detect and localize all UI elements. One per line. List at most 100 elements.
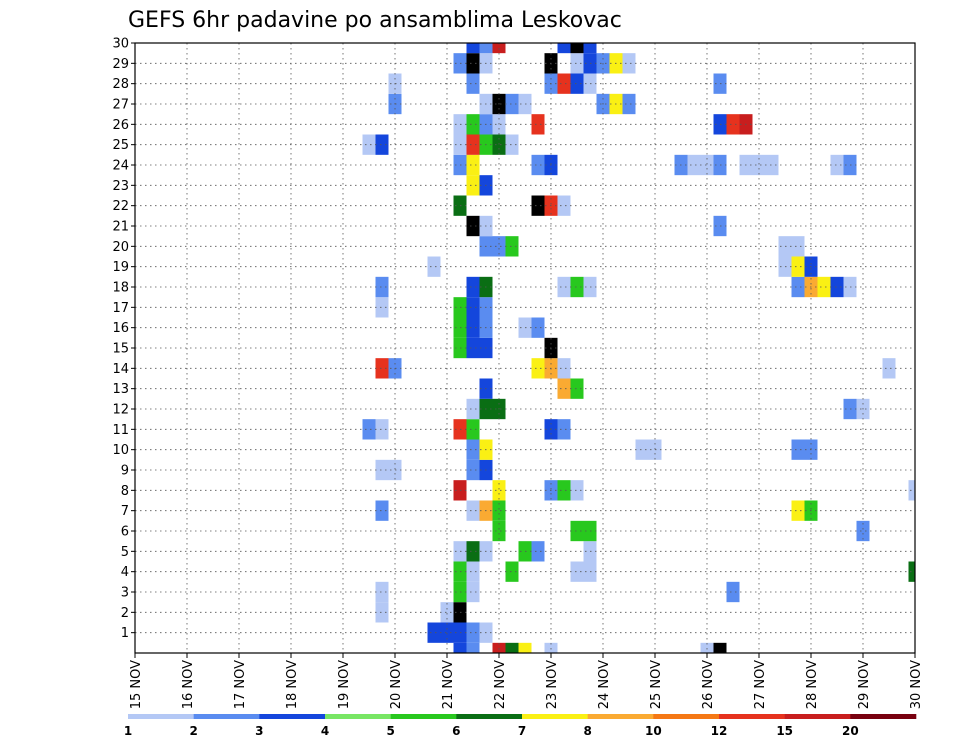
heatmap-cell [830,154,844,176]
heatmap-cell [531,154,545,176]
heatmap-cell [466,53,480,74]
heatmap-cell [622,53,636,74]
heatmap-cell [765,154,779,176]
heatmap-cell [570,276,584,298]
heatmap-cell [570,73,584,94]
y-tick-label: 7 [121,504,129,519]
y-tick-label: 14 [112,362,129,377]
colorbar-label: 12 [711,724,728,738]
x-tick-label: 29 NOV [857,660,872,709]
x-tick-label: 24 NOV [597,660,612,709]
y-tick-label: 22 [112,199,129,214]
heatmap-cell [505,93,519,115]
colorbar: 1 2 3 4 5 6 7 8 10 12 15 20 [124,714,917,738]
y-tick-label: 1 [121,626,129,641]
heatmap-cell [830,276,844,298]
heatmap-cell [791,500,805,521]
colorbar-label: 10 [645,724,662,738]
heatmap-cell [622,93,636,115]
heatmap-cell [908,480,915,501]
heatmap-cell [466,398,480,420]
heatmap-cell [466,317,480,338]
heatmap-cell [466,439,480,460]
y-tick-label: 16 [112,321,129,336]
y-tick-label: 18 [112,281,129,296]
heatmap-cell [791,236,805,257]
heatmap-cell [492,642,506,653]
heatmap-cell [466,541,480,562]
heatmap-cell [466,154,480,176]
colorbar-label: 8 [583,724,591,738]
heatmap-cell [466,134,480,155]
y-tick-label: 15 [112,342,129,357]
heatmap-cell [570,43,584,54]
heatmap-cell [375,134,389,155]
y-tick-label: 30 [112,37,129,52]
heatmap-cell [466,175,480,196]
heatmap-cell [531,114,545,135]
y-tick-label: 27 [112,98,129,113]
heatmap-cell [466,642,480,653]
colorbar-swatch [587,714,654,719]
heatmap-cell [752,154,766,176]
heatmap-cell [583,43,597,54]
heatmap-cell [492,134,506,155]
heatmap-cell [570,480,584,501]
heatmap-cell [726,581,740,603]
y-tick-label: 4 [121,565,129,580]
colorbar-swatch [390,714,457,719]
heatmap-cell [375,459,389,481]
y-tick-label: 12 [112,403,129,418]
heatmap-cell [505,642,519,653]
x-tick-label: 19 NOV [337,660,352,709]
y-tick-label: 28 [112,77,129,92]
heatmap-cell [466,43,480,54]
colorbar-label: 2 [189,724,197,738]
heatmap-cell [453,642,467,653]
y-tick-label: 2 [121,606,129,621]
heatmap-cell [531,541,545,562]
colorbar-label: 7 [518,724,526,738]
colorbar-swatch [522,714,588,719]
heatmap-cell [856,520,870,542]
y-tick-label: 13 [112,382,129,397]
y-tick-label: 20 [112,240,129,255]
colorbar-swatch [259,714,326,719]
heatmap-cell [466,459,480,481]
x-tick-label: 27 NOV [753,660,768,709]
x-tick-label: 21 NOV [441,660,456,709]
x-tick-label: 30 NOV [909,660,924,709]
x-tick-label: 16 NOV [181,660,196,709]
heatmap-cell [557,43,571,54]
heatmap-cell [635,439,649,460]
heatmap-cell [427,622,441,643]
heatmap-cell [375,602,389,623]
heatmap-cell [557,419,571,440]
colorbar-label: 5 [386,724,394,738]
heatmap-cell [700,642,714,653]
heatmap-cell [557,276,571,298]
heatmap-cell [362,134,376,155]
x-tick-label: 26 NOV [701,660,716,709]
grid-lines [135,43,915,653]
colorbar-label: 4 [321,724,329,738]
y-tick-label: 8 [121,484,129,499]
colorbar-swatch [719,714,785,719]
heatmap-cell [791,256,805,277]
y-tick-label: 11 [112,423,129,438]
colorbar-label: 15 [776,724,793,738]
y-tick-label: 17 [112,301,129,316]
heatmap-cell [908,561,915,582]
colorbar-swatch [653,714,720,719]
heatmap-cell [466,622,480,643]
heatmap-cell [375,500,389,521]
heatmap-cell [531,317,545,338]
heatmap-cell [505,134,519,155]
heatmap-cell [375,276,389,298]
y-axis: 1234567891011121314151617181920212223242… [112,37,135,641]
heatmap-cell [479,43,493,54]
heatmap-cell [791,439,805,460]
colorbar-swatch [456,714,523,719]
colorbar-swatch [325,714,391,719]
